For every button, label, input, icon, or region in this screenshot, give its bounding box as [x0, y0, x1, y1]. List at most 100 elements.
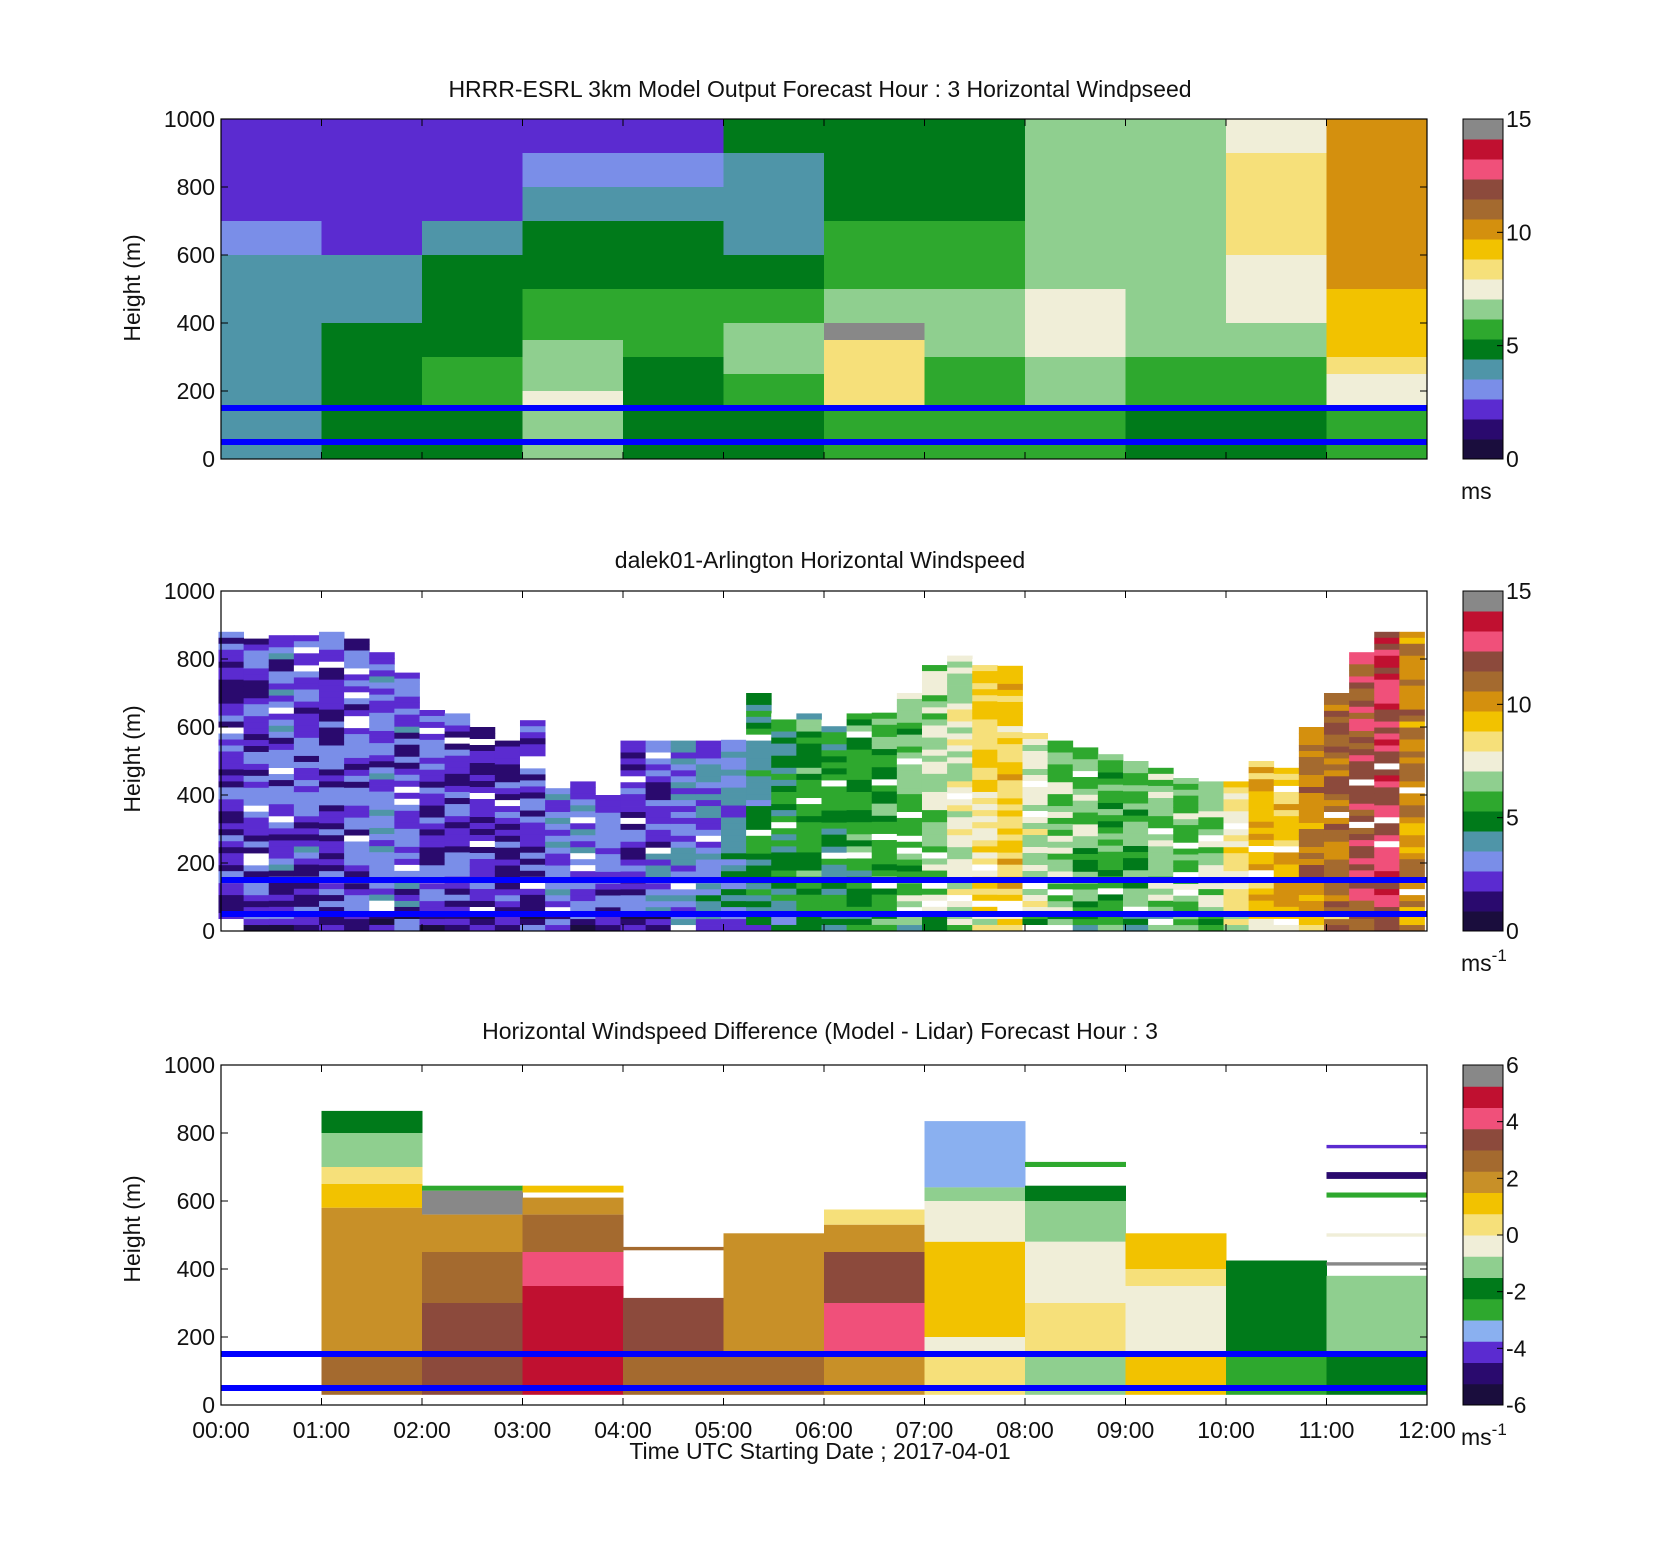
heatmap-cell [522, 1197, 624, 1215]
profile-bin [1047, 752, 1074, 759]
profile-bin [871, 858, 898, 865]
profile-bin [947, 823, 973, 830]
profile-bin [1298, 817, 1325, 824]
heatmap-cell [623, 357, 724, 408]
profile-bin [545, 788, 571, 795]
profile-bin [344, 847, 370, 854]
profile-bin [469, 901, 496, 908]
profile-bin [595, 806, 621, 814]
profile-bin [871, 791, 898, 798]
profile-bin [318, 835, 345, 842]
profile-bin [947, 697, 973, 704]
profile-bin [444, 804, 471, 811]
profile-bin [796, 924, 822, 932]
profile-bin [796, 779, 822, 787]
profile-bin [1349, 718, 1375, 726]
profile-bin [1298, 811, 1325, 818]
profile-bin [1399, 841, 1425, 848]
profile-bin [1298, 787, 1325, 794]
heatmap-cell [321, 221, 423, 255]
profile-bin [846, 785, 873, 793]
profile-bin [519, 828, 546, 836]
profile-bin [318, 721, 345, 728]
profile-bin [720, 895, 747, 902]
heatmap-cell [1326, 1275, 1428, 1354]
profile-bin [1298, 781, 1325, 788]
profile-bin [821, 768, 848, 775]
profile-bin [1047, 764, 1074, 771]
profile-bin [720, 799, 747, 806]
profile-bin [595, 883, 621, 891]
profile-bin [1072, 812, 1099, 819]
profile-bin [570, 859, 596, 866]
profile-bin [595, 919, 621, 926]
colorbar-unit-label: ms-1 [1461, 1420, 1507, 1450]
heatmap-cell [1025, 119, 1126, 221]
profile-bin [997, 768, 1023, 775]
profile-bin [1349, 821, 1375, 829]
profile-bin [494, 829, 521, 837]
heatmap-cell [321, 1167, 423, 1184]
profile-bin [243, 871, 270, 878]
profile-bin [1273, 816, 1300, 823]
profile-bin [1072, 771, 1099, 778]
profile-bin [469, 727, 496, 734]
profile-bin [293, 725, 320, 733]
heatmap-cell [1326, 374, 1428, 408]
profile-bin [821, 810, 848, 817]
profile-bin [645, 764, 672, 771]
profile-bin [846, 894, 873, 902]
profile-bin [947, 835, 973, 842]
colorbar-segment [1463, 771, 1503, 792]
profile-bin [947, 829, 973, 836]
profile-bin [620, 901, 647, 908]
profile-bin [896, 907, 923, 914]
profile-bin [394, 786, 420, 794]
profile-bin [318, 901, 345, 908]
profile-bin [243, 638, 270, 645]
profile-bin [369, 652, 395, 659]
profile-bin [695, 895, 722, 902]
profile-bin [344, 907, 370, 914]
profile-bin [947, 775, 973, 782]
profile-bin [344, 865, 370, 872]
profile-bin [344, 919, 370, 926]
heatmap-cell [221, 221, 322, 255]
profile-bin [821, 750, 848, 757]
profile-bin [1273, 906, 1300, 914]
profile-bin [1273, 864, 1300, 871]
profile-bin [1273, 924, 1300, 932]
profile-bin [896, 883, 923, 890]
profile-bin [344, 710, 370, 717]
profile-bin [243, 907, 270, 914]
profile-bin [871, 809, 898, 817]
heatmap-cell [522, 187, 624, 221]
profile-bin [1072, 806, 1099, 813]
profile-bin [746, 847, 772, 855]
colorbar-segment [1463, 671, 1503, 692]
profile-bin [972, 840, 998, 847]
profile-bin [997, 900, 1023, 908]
profile-bin [997, 701, 1023, 709]
profile-bin [1173, 801, 1199, 808]
profile-bin [997, 744, 1023, 751]
heatmap-cell [924, 1121, 1026, 1188]
heatmap-cell [1125, 289, 1227, 323]
profile-bin [1047, 853, 1074, 860]
profile-bin [1223, 787, 1250, 794]
profile-bin [1198, 907, 1224, 914]
profile-bin [318, 703, 345, 710]
profile-bin [1047, 800, 1074, 807]
profile-bin [947, 751, 973, 758]
profile-bin [670, 859, 697, 866]
heatmap-cell [1025, 357, 1126, 408]
profile-bin [1374, 679, 1400, 687]
profile-bin [1097, 924, 1124, 932]
profile-bin [871, 767, 898, 774]
x-tick-label: 12:00 [1398, 1417, 1456, 1443]
profile-bin [1399, 775, 1425, 782]
profile-bin [519, 744, 546, 751]
heatmap-cell [924, 255, 1026, 289]
profile-bin [771, 767, 797, 775]
